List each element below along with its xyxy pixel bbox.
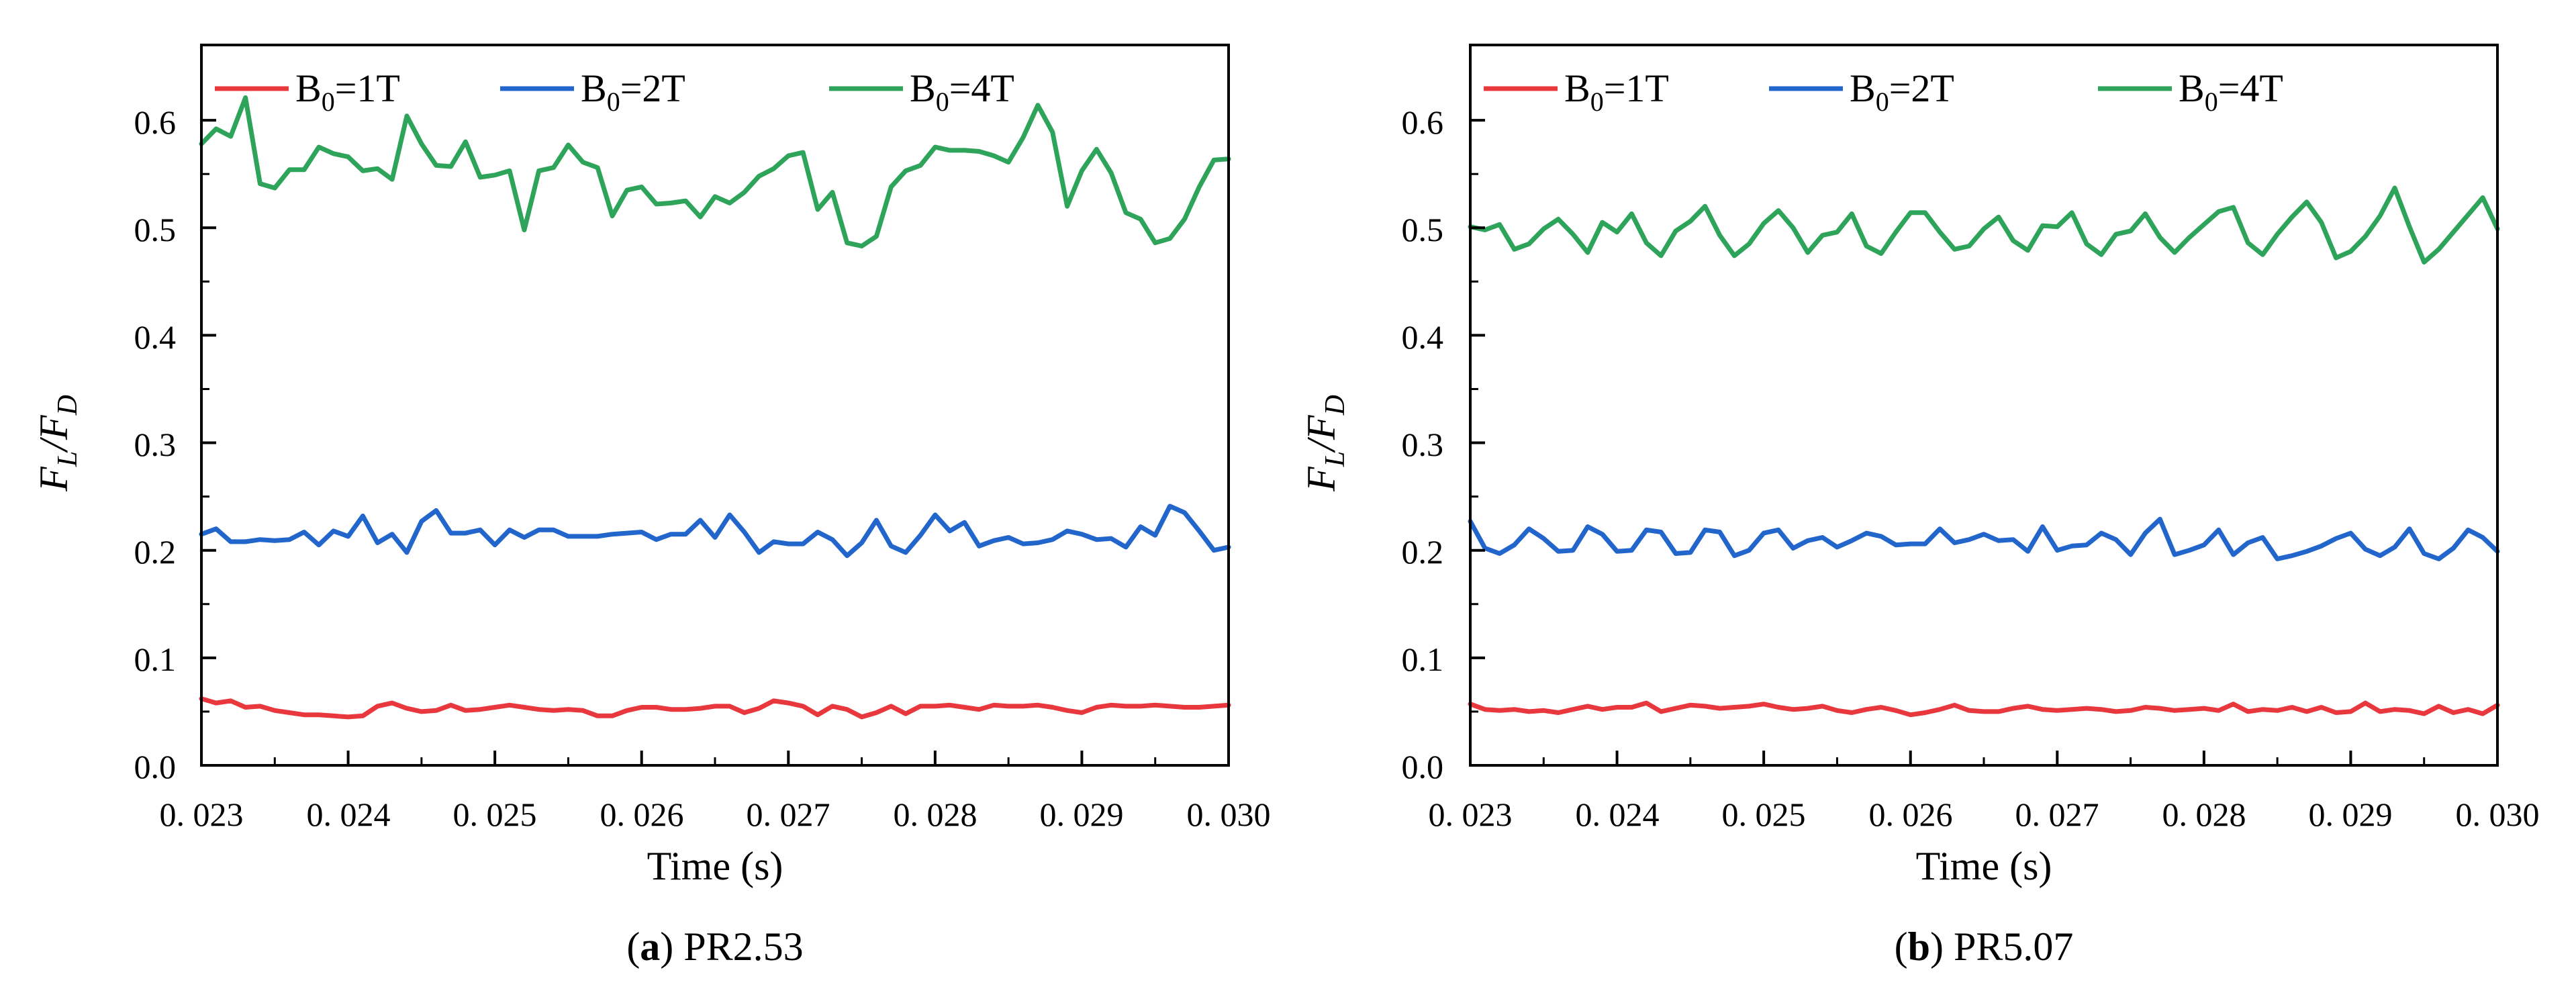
x-tick-label: 0. 023 (160, 796, 244, 833)
x-tick-label: 0. 025 (453, 796, 537, 833)
y-tick-label: 0.0 (134, 748, 177, 785)
y-tick-label: 0.1 (1402, 640, 1444, 678)
y-tick-label: 0.3 (1402, 426, 1444, 463)
legend-label-2t: B0=2T (581, 66, 685, 117)
series-line-b0-4t (199, 95, 1231, 248)
panel-caption-b: (b) PR5.07 (1895, 924, 2074, 969)
y-tick-label: 0.5 (134, 211, 177, 248)
x-tick-label: 0. 026 (600, 796, 684, 833)
y-tick-label: 0.1 (134, 640, 177, 678)
y-axis-title: FL/FD (1299, 395, 1351, 492)
series-line-b0-1t (199, 696, 1231, 720)
x-tick-label: 0. 026 (1869, 796, 1953, 833)
panel-caption-a: (a) PR2.53 (626, 924, 803, 969)
y-tick-label: 0.6 (134, 103, 177, 141)
x-tick-label: 0. 030 (1187, 796, 1271, 833)
x-tick-label: 0. 028 (2162, 796, 2246, 833)
y-tick-label: 0.2 (1402, 533, 1444, 571)
y-axis-title: FL/FD (32, 395, 83, 492)
y-tick-label: 0.6 (1402, 103, 1444, 141)
x-tick-label: 0. 030 (2456, 796, 2540, 833)
y-tick-label: 0.2 (134, 533, 177, 571)
series-line-b0-2t (199, 504, 1231, 559)
series-line-b0-2t (1468, 516, 2500, 561)
y-tick-label: 0.3 (134, 426, 177, 463)
legend-label-1t: B0=1T (1564, 66, 1669, 117)
y-tick-label: 0.4 (134, 318, 177, 356)
x-tick-label: 0. 023 (1429, 796, 1513, 833)
series-line-b0-1t (1468, 700, 2500, 718)
legend-label-1t: B0=1T (295, 66, 400, 117)
y-tick-label: 0.4 (1402, 318, 1444, 356)
plot-frame (200, 44, 1230, 767)
chart-panel-b: 0.0 0.1 0.2 0.3 0.4 0.5 0.6 0. 023 0. 02… (1299, 44, 2540, 969)
legend-label-4t: B0=4T (910, 66, 1014, 117)
y-tick-label: 0.0 (1402, 748, 1444, 785)
chart-panel-a: 0.0 0.1 0.2 0.3 0.4 0.5 0.6 0. 023 0. 02… (32, 44, 1271, 969)
y-tick-label: 0.5 (1402, 211, 1444, 248)
x-tick-label: 0. 028 (894, 796, 977, 833)
legend-label-2t: B0=2T (1850, 66, 1954, 117)
plot-frame (1469, 44, 2499, 767)
x-tick-label: 0. 024 (307, 796, 391, 833)
x-axis-title: Time (s) (647, 844, 783, 888)
x-tick-label: 0. 025 (1722, 796, 1806, 833)
x-tick-label: 0. 027 (2015, 796, 2099, 833)
x-tick-label: 0. 024 (1576, 796, 1660, 833)
series-line-b0-4t (1468, 185, 2500, 265)
x-tick-label: 0. 029 (2309, 796, 2393, 833)
x-tick-label: 0. 027 (747, 796, 830, 833)
x-axis-title: Time (s) (1916, 844, 2052, 888)
x-tick-label: 0. 029 (1040, 796, 1124, 833)
legend-label-4t: B0=4T (2179, 66, 2283, 117)
